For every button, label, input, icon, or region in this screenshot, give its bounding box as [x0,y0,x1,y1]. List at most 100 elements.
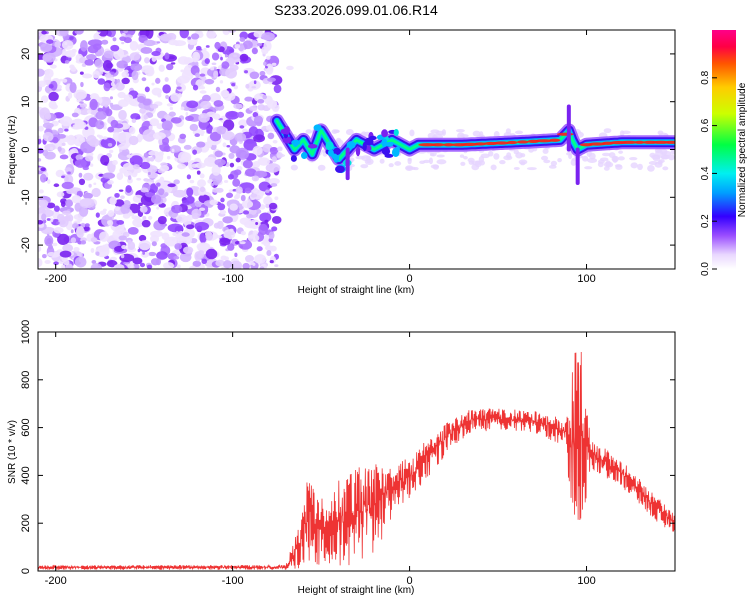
spectrogram-noise-speck [191,163,199,168]
spectrogram-noise-speck [59,250,72,258]
spectrogram-noise-speck [222,216,233,224]
spectrogram-hotspot [516,140,529,144]
spectrogram-haze-speck [526,167,537,171]
spectrogram-noise-speck [171,204,183,214]
spectrogram-noise-speck [85,155,94,162]
spectrogram-noise-speck [176,75,190,84]
spectrogram-noise-speck [62,244,74,253]
spectrogram-noise-speck [187,36,192,40]
spectrogram-noise-speck [210,66,215,71]
spectrogram-noise-speck [223,179,229,183]
spectrogram-noise-speck [186,195,195,204]
spectrogram-noise-speck [205,45,210,48]
spectrogram-noise-speck [138,240,151,251]
spectrogram-noise-speck [244,255,255,263]
spectrogram-noise-speck [125,185,132,193]
spectrogram-haze-speck [503,155,513,161]
spectrogram-noise-speck [70,66,77,72]
spectrogram-noise-speck [233,169,242,176]
spectrogram-noise-speck [52,136,59,144]
spectrogram-noise-speck [155,258,162,266]
spectrogram-noise-speck [242,210,250,215]
spectrogram-noise-speck [86,109,92,114]
spectrogram-noise-speck [109,196,117,206]
spectrogram-noise-speck [79,101,84,104]
spectrogram-noise-speck [88,183,92,188]
spectrogram-noise-speck [267,77,276,82]
spectrogram-ytick-label: -10 [20,189,32,205]
spectrogram-noise-speck [159,33,173,42]
spectrogram-noise-speck [186,100,199,109]
spectrogram-noise-speck [71,112,79,118]
spectrogram-haze-speck [290,164,298,171]
spectrogram-noise-speck [185,112,189,116]
spectrogram-ytick-label: -20 [20,237,32,253]
spectrogram-noise-speck [120,204,131,215]
spectrogram-noise-speck [92,70,100,79]
snr-ytick-label: 800 [20,371,32,389]
spectrogram-noise-speck [228,30,236,33]
spectrogram-noise-speck [40,167,46,172]
spectrogram-noise-speck [129,155,143,166]
spectrogram-noise-speck [221,61,230,69]
spectrogram-noise-speck [271,104,280,112]
spectrogram-noise-speck [75,154,84,161]
spectrogram-noise-speck [194,221,210,231]
spectrogram-noise-speck [81,63,87,68]
spectrogram-haze-speck [550,160,558,167]
spectrogram-noise-speck [262,94,267,100]
spectrogram-noise-speck [57,146,62,152]
spectrogram-noise-speck [244,187,252,194]
spectrogram-noise-speck [143,114,148,120]
spectrogram-noise-speck [184,60,188,65]
spectrogram-noise-speck [251,175,260,182]
spectrogram-haze-speck [436,159,447,165]
spectrogram-noise-speck [130,63,135,69]
spectrogram-noise-speck [61,39,74,50]
spectrogram-noise-speck [95,212,100,218]
spectrogram-noise-speck [231,83,236,87]
spectrogram-noise-speck [44,68,54,79]
snr-ytick-label: 0 [20,568,32,574]
spectrogram-noise-speck [224,256,230,261]
spectrogram-noise-speck [104,97,110,101]
spectrogram-noise-speck [107,126,115,133]
spectrogram-noise-speck [155,77,161,84]
spectrogram-noise-speck [248,106,258,112]
spectrogram-noise-speck [109,102,114,108]
spectrogram-noise-speck [40,95,49,103]
spectrogram-noise-speck [60,116,73,127]
spectrogram-noise-speck [238,119,248,128]
spectrogram-noise-field [38,30,675,269]
snr-ytick-label: 1000 [20,320,32,344]
spectrogram-noise-speck [265,163,281,173]
spectrogram-haze-speck [542,148,549,154]
spectrogram-noise-speck [64,128,69,132]
spectrogram-noise-speck [74,123,79,129]
spectrogram-noise-speck [93,182,97,185]
spectrogram-noise-speck [52,242,58,247]
spectrogram-x-ticks: -200 -100 0 100 [45,30,596,285]
spectrogram-noise-speck [116,60,128,69]
spectrogram-noise-speck [57,233,70,245]
spectrogram-noise-speck [192,84,199,91]
spectrogram-noise-speck [240,194,246,202]
spectrogram-noise-speck [140,47,153,54]
spectrogram-noise-speck [61,181,74,190]
spectrogram-noise-speck [100,155,110,166]
spectrogram-noise-speck [266,55,271,60]
spectrogram-noise-speck [207,179,214,184]
spectrogram-blob [395,146,401,152]
spectrogram-noise-speck [151,55,157,62]
spectrogram-hotspot [474,142,487,146]
spectrogram-noise-speck [90,248,95,253]
spectrogram-noise-speck [65,50,76,58]
spectrogram-blob [393,129,399,137]
spectrogram-noise-speck [239,241,246,245]
spectrogram-noise-speck [46,39,54,44]
spectrogram-hotspot [664,140,675,144]
spectrogram-noise-speck [263,61,267,66]
spectrogram-blob [301,152,308,160]
spectrogram-noise-speck [192,51,201,62]
spectrogram-haze-speck [557,157,562,163]
